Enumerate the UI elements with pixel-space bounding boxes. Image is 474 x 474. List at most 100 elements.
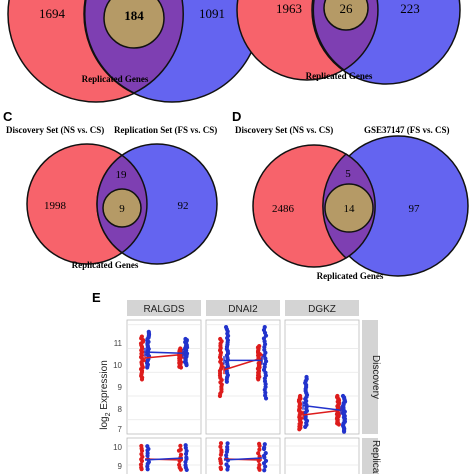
facet-label-dgkz: DGKZ xyxy=(308,304,336,315)
facet-label-replication: Replicat xyxy=(370,440,381,474)
data-point xyxy=(178,346,183,351)
facet-strip-dnai2 xyxy=(206,300,280,316)
data-point xyxy=(256,451,261,456)
venn-a-caption: Replicated Genes xyxy=(82,74,149,84)
facet-strip-ralgds xyxy=(127,300,201,316)
mean-line xyxy=(302,409,342,416)
data-point xyxy=(218,441,224,446)
venn-c-caption: Replicated Genes xyxy=(72,260,139,270)
data-point xyxy=(183,451,189,457)
plot-bg-ralgds-rep xyxy=(126,437,202,474)
venn-d-overlap-inner: 14 xyxy=(344,203,356,215)
data-point xyxy=(224,453,229,458)
ytick-rep-9: 9 xyxy=(118,462,123,471)
data-point xyxy=(225,467,230,472)
data-point xyxy=(218,444,223,449)
venn-d-caption: Replicated Genes xyxy=(317,271,384,281)
facet-strip-dgkz xyxy=(285,300,359,316)
venn-a-right-count: 1091 xyxy=(199,6,225,21)
data-point xyxy=(178,467,183,472)
data-point xyxy=(261,461,267,466)
mean-line xyxy=(144,457,184,461)
data-point xyxy=(257,447,262,452)
data-point xyxy=(225,441,230,446)
venn-d: D Discovery Set (NS vs. CS) GSE37147 (FS… xyxy=(232,109,469,281)
mean-lines xyxy=(144,347,342,461)
venn-d-left-label: Discovery Set (NS vs. CS) xyxy=(235,125,333,135)
data-point xyxy=(262,468,267,473)
data-point xyxy=(183,459,188,465)
venn-c: C Discovery Set (NS vs. CS) Replication … xyxy=(3,109,218,270)
venn-b-right-count: 223 xyxy=(400,1,420,16)
venn-d-inner-circle xyxy=(324,183,374,233)
data-point xyxy=(335,393,340,399)
data-point xyxy=(183,336,188,342)
venn-a-inner-circle xyxy=(103,0,165,49)
venn-b-left-count: 1963 xyxy=(276,1,302,16)
venn-c-right-label: Replication Set (FS vs. CS) xyxy=(114,125,217,135)
ytick-8: 8 xyxy=(118,405,123,414)
ytick-7: 7 xyxy=(118,425,123,434)
venn-d-left-count: 2486 xyxy=(272,203,295,215)
data-point xyxy=(218,452,224,457)
data-point xyxy=(223,325,229,330)
plot-bg-dnai2 xyxy=(205,319,281,435)
data-point xyxy=(262,442,267,447)
data-point xyxy=(263,464,268,469)
ytick-rep-10: 10 xyxy=(113,443,122,452)
mean-line xyxy=(302,404,342,412)
mean-line xyxy=(144,353,184,359)
ytick-11: 11 xyxy=(114,339,123,348)
venn-c-right-count: 92 xyxy=(178,200,189,212)
data-point xyxy=(184,467,189,473)
mean-line xyxy=(223,457,263,461)
data-point xyxy=(304,374,309,380)
venn-b: 1963 26 223 Replicated Genes xyxy=(236,0,461,85)
data-point xyxy=(139,334,144,339)
venn-c-overlap-inner: 9 xyxy=(119,203,125,215)
venn-b-overlap-count: 26 xyxy=(340,1,354,16)
facet-strip-discovery xyxy=(362,320,378,434)
data-point xyxy=(145,467,150,472)
plot-bg-ralgds xyxy=(126,319,202,435)
data-point xyxy=(340,393,346,399)
data-point xyxy=(298,393,303,399)
venn-b-caption: Replicated Genes xyxy=(306,71,373,81)
data-point xyxy=(146,329,151,334)
facet-strip-replication xyxy=(362,438,378,474)
plot-bg-dgkz-rep xyxy=(284,437,360,474)
data-point xyxy=(176,448,182,453)
data-point xyxy=(145,453,150,458)
venn-b-inner-circle xyxy=(323,0,369,31)
venn-c-overlap-outer: 19 xyxy=(116,169,128,181)
data-point xyxy=(139,448,145,453)
venn-c-inner-circle xyxy=(102,188,142,228)
gridlines xyxy=(127,324,359,466)
plot-bg-dnai2-rep xyxy=(205,437,281,474)
data-point xyxy=(257,443,262,449)
venn-c-left-label: Discovery Set (NS vs. CS) xyxy=(6,125,104,135)
facet-label-ralgds: RALGDS xyxy=(143,304,184,315)
data-point xyxy=(218,336,223,342)
ytick-9: 9 xyxy=(118,383,123,392)
data-point xyxy=(178,443,183,448)
venn-a-overlap-count: 184 xyxy=(124,8,144,23)
ytick-10: 10 xyxy=(113,361,122,370)
panel-c-letter: C xyxy=(3,109,13,124)
venn-a: 1694 184 1091 Replicated Genes xyxy=(7,0,261,103)
data-point xyxy=(257,344,262,349)
data-point xyxy=(261,446,267,452)
plot-bg-dgkz xyxy=(284,319,360,435)
data-point xyxy=(138,462,144,467)
data-point xyxy=(257,467,262,472)
venn-a-left-count: 1694 xyxy=(39,6,66,21)
data-point xyxy=(224,449,229,454)
venn-d-right-count: 97 xyxy=(409,203,421,215)
data-point xyxy=(262,455,267,460)
panel-e: E log2 Expression RALGDS DNAI2 DGKZ Disc… xyxy=(92,290,381,474)
venn-d-right-label: GSE37147 (FS vs. CS) xyxy=(364,125,450,135)
facet-label-discovery: Discovery xyxy=(370,355,381,399)
venn-d-overlap-outer: 5 xyxy=(345,168,351,180)
data-point xyxy=(139,458,145,464)
